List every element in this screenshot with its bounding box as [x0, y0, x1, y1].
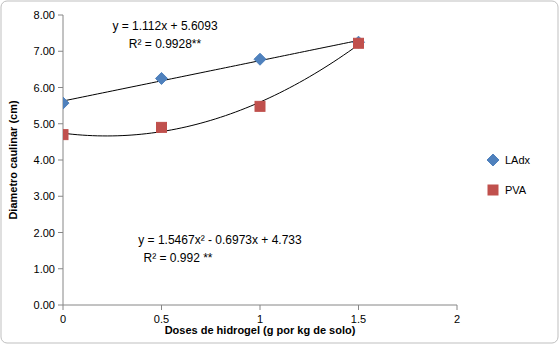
y-tick-label: 5.00 [34, 118, 55, 130]
trendline [63, 40, 359, 101]
y-tick [58, 268, 63, 269]
point [255, 101, 265, 111]
y-tick [58, 51, 63, 52]
legend-label: LAdx [505, 154, 531, 166]
annotation: R² = 0.992 ** [143, 251, 212, 265]
point [156, 72, 168, 84]
trendline [63, 45, 359, 136]
x-tick [358, 305, 359, 310]
y-tick-label: 1.00 [34, 263, 55, 275]
y-tick-label: 6.00 [34, 82, 55, 94]
chart: 0.001.002.003.004.005.006.007.008.0000.5… [0, 0, 559, 344]
annotation: R² = 0.9928** [129, 37, 202, 51]
chart-border [1, 1, 558, 343]
y-axis-label: Diametro caulinar (cm) [7, 100, 19, 220]
point [353, 36, 365, 48]
y-tick [58, 196, 63, 197]
x-tick-label: 2 [454, 313, 460, 325]
y-tick [58, 160, 63, 161]
point [63, 130, 68, 140]
legend-label: PVA [505, 184, 527, 196]
y-tick-label: 7.00 [34, 45, 55, 57]
x-tick-label: 0 [60, 313, 66, 325]
point [354, 38, 364, 48]
y-tick-label: 3.00 [34, 190, 55, 202]
annotation: y = 1.112x + 5.6093 [112, 19, 218, 33]
legend-marker [487, 154, 499, 166]
y-tick [58, 305, 63, 306]
y-tick [58, 87, 63, 88]
x-axis-label: Doses de hidrogel (g por kg de solo) [165, 324, 356, 336]
x-tick [63, 305, 64, 310]
y-tick [58, 232, 63, 233]
y-tick [58, 15, 63, 16]
point [157, 122, 167, 132]
legend: LAdx PVA [487, 154, 531, 196]
legend-marker [488, 185, 498, 195]
y-tick-label: 4.00 [34, 154, 55, 166]
x-tick [161, 305, 162, 310]
y-tick-label: 8.00 [34, 9, 55, 21]
y-tick-label: 0.00 [34, 299, 55, 311]
x-tick [260, 305, 261, 310]
y-tick-label: 2.00 [34, 227, 55, 239]
x-tick [457, 305, 458, 310]
annotation: y = 1.5467x² - 0.6973x + 4.733 [138, 233, 302, 247]
y-tick [58, 123, 63, 124]
point [254, 53, 266, 65]
plot-area [63, 36, 365, 139]
point [63, 97, 69, 109]
